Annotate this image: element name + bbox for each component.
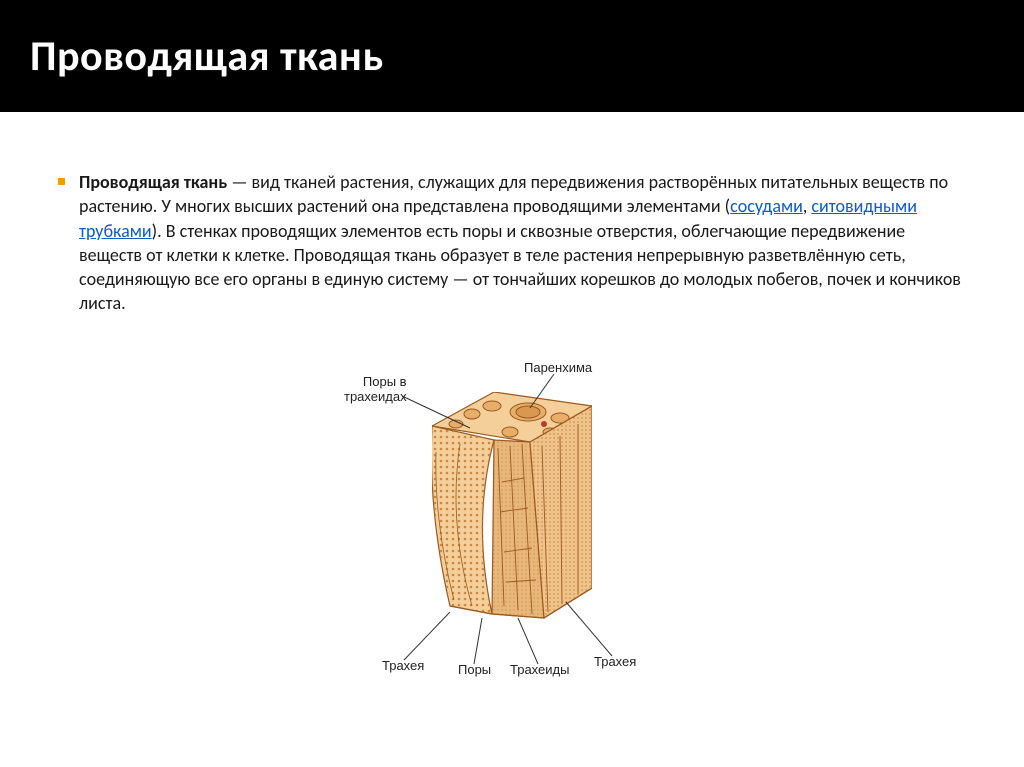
slide: Проводящая ткань Проводящая ткань — вид … bbox=[0, 0, 1024, 767]
xylem-diagram: Поры в трахеидах Паренхима Трахея Поры Т… bbox=[292, 356, 732, 676]
label-trachea-right: Трахея bbox=[594, 654, 636, 669]
label-parenchyma: Паренхима bbox=[524, 360, 592, 375]
lead-term: Проводящая ткань bbox=[79, 171, 227, 193]
label-tracheids: Трахеиды bbox=[510, 662, 569, 677]
page-title: Проводящая ткань bbox=[30, 31, 384, 82]
bullet-item: Проводящая ткань — вид тканей растения, … bbox=[58, 170, 966, 316]
leader-lines bbox=[292, 356, 732, 676]
label-pores-tracheids: Поры в трахеидах bbox=[344, 374, 407, 404]
diagram-container: Поры в трахеидах Паренхима Трахея Поры Т… bbox=[58, 356, 966, 676]
bullet-icon bbox=[58, 178, 65, 185]
link-vessels[interactable]: сосудами bbox=[730, 195, 803, 217]
label-trachea-left: Трахея bbox=[382, 658, 424, 673]
label-pores-bottom: Поры bbox=[458, 662, 491, 677]
title-bar: Проводящая ткань bbox=[0, 0, 1024, 112]
paragraph: Проводящая ткань — вид тканей растения, … bbox=[79, 170, 966, 316]
content-area: Проводящая ткань — вид тканей растения, … bbox=[0, 112, 1024, 676]
text-run-2: ). В стенках проводящих элементов есть п… bbox=[79, 220, 961, 315]
